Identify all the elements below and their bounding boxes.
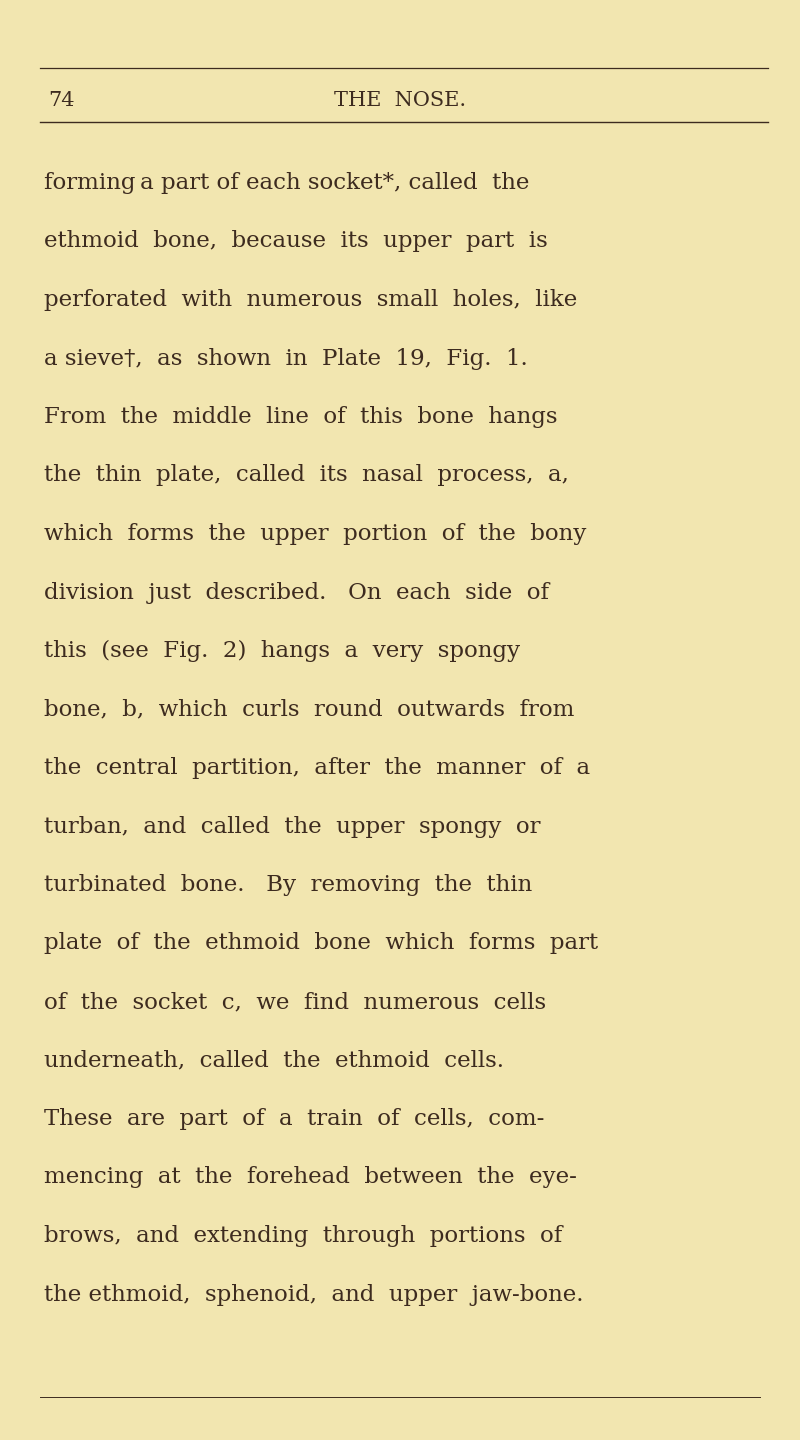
Text: brows,  and  extending  through  portions  of: brows, and extending through portions of <box>44 1225 562 1247</box>
Text: the  thin  plate,  called  its  nasal  process,  a,: the thin plate, called its nasal process… <box>44 465 569 487</box>
Text: of  the  socket  c,  we  find  numerous  cells: of the socket c, we find numerous cells <box>44 991 546 1012</box>
Text: ethmoid  bone,  because  its  upper  part  is: ethmoid bone, because its upper part is <box>44 230 548 252</box>
Text: mencing  at  the  forehead  between  the  eye-: mencing at the forehead between the eye- <box>44 1166 577 1188</box>
Text: which  forms  the  upper  portion  of  the  bony: which forms the upper portion of the bon… <box>44 523 586 544</box>
Text: THE  NOSE.: THE NOSE. <box>334 91 466 109</box>
Text: forming a part of each socket*, called  the: forming a part of each socket*, called t… <box>44 171 530 194</box>
Text: the ethmoid,  sphenoid,  and  upper  jaw-bone.: the ethmoid, sphenoid, and upper jaw-bon… <box>44 1283 583 1306</box>
Text: this  (see  Fig.  2)  hangs  a  very  spongy: this (see Fig. 2) hangs a very spongy <box>44 639 520 662</box>
Text: bone,  b,  which  curls  round  outwards  from: bone, b, which curls round outwards from <box>44 698 574 720</box>
Text: turbinated  bone.   By  removing  the  thin: turbinated bone. By removing the thin <box>44 874 532 896</box>
Text: underneath,  called  the  ethmoid  cells.: underneath, called the ethmoid cells. <box>44 1050 504 1071</box>
Text: a sieve†,  as  shown  in  Plate  19,  Fig.  1.: a sieve†, as shown in Plate 19, Fig. 1. <box>44 347 528 370</box>
Text: division  just  described.   On  each  side  of: division just described. On each side of <box>44 582 549 603</box>
Text: From  the  middle  line  of  this  bone  hangs: From the middle line of this bone hangs <box>44 406 558 428</box>
Text: turban,  and  called  the  upper  spongy  or: turban, and called the upper spongy or <box>44 815 541 838</box>
Text: perforated  with  numerous  small  holes,  like: perforated with numerous small holes, li… <box>44 289 578 311</box>
Text: 74: 74 <box>48 91 74 109</box>
Text: the  central  partition,  after  the  manner  of  a: the central partition, after the manner … <box>44 757 590 779</box>
Text: These  are  part  of  a  train  of  cells,  com-: These are part of a train of cells, com- <box>44 1107 544 1130</box>
Text: plate  of  the  ethmoid  bone  which  forms  part: plate of the ethmoid bone which forms pa… <box>44 933 598 955</box>
